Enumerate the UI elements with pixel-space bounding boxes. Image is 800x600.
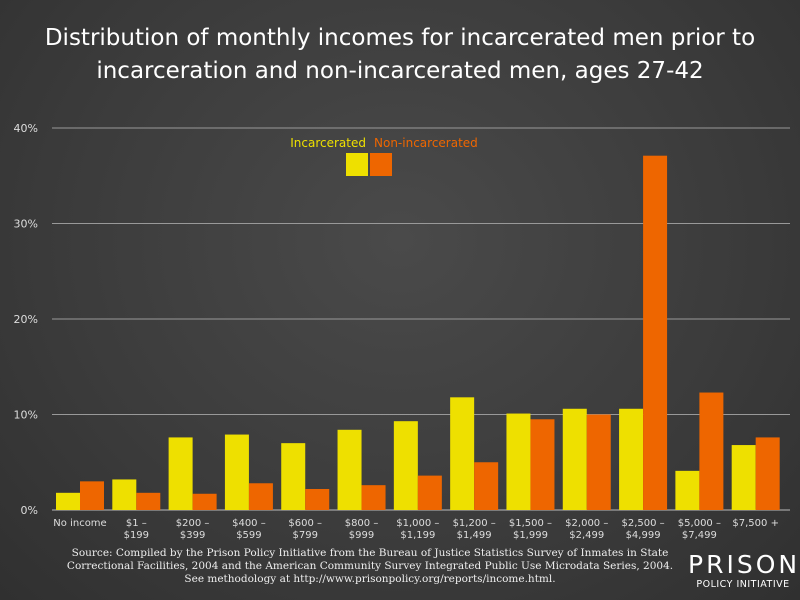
x-tick-label: $1,000 – [396, 518, 439, 529]
x-tick-label: $7,500 + [732, 518, 779, 529]
chart-title: Distribution of monthly incomes for inca… [44, 25, 756, 84]
source-note: Source: Compiled by the Prison Policy In… [60, 547, 680, 586]
bar-incarcerated [393, 421, 418, 510]
bar-non-incarcerated [755, 437, 780, 510]
legend-label-incarcerated: Incarcerated [290, 136, 366, 150]
x-tick-label: $1,500 – [509, 518, 552, 529]
bar-non-incarcerated [586, 414, 611, 510]
bar-incarcerated [506, 413, 531, 510]
x-tick-label: $4,999 [626, 530, 661, 541]
x-tick-label: $600 – [288, 518, 322, 529]
logo-line2: POLICY INITIATIVE [696, 579, 790, 590]
bar-incarcerated [337, 429, 362, 510]
legend-swatch-non-incarcerated [370, 153, 392, 176]
bar-non-incarcerated [305, 488, 330, 510]
bar-incarcerated [619, 408, 644, 510]
bar-non-incarcerated [192, 493, 217, 510]
x-tick-label: $400 – [232, 518, 266, 529]
bar-non-incarcerated [248, 483, 273, 510]
x-tick-label: $2,500 – [621, 518, 664, 529]
x-tick-label: $1,499 [457, 530, 492, 541]
bar-non-incarcerated [474, 462, 499, 510]
x-tick-label: $2,000 – [565, 518, 608, 529]
bar-incarcerated [731, 445, 756, 510]
x-tick-label: $7,499 [682, 530, 717, 541]
bar-non-incarcerated [417, 475, 442, 510]
x-tick-label: $1,199 [400, 530, 435, 541]
bar-non-incarcerated [361, 485, 386, 510]
bar-non-incarcerated [80, 481, 104, 510]
bar-incarcerated [675, 470, 700, 510]
bar-incarcerated [112, 479, 137, 510]
logo-line1: PRISON [688, 550, 800, 579]
bar-incarcerated [224, 434, 249, 510]
x-tick-label: $200 – [176, 518, 210, 529]
source-line: Correctional Facilities, 2004 and the Am… [66, 560, 674, 572]
bar-non-incarcerated [699, 392, 724, 510]
source-line: Source: Compiled by the Prison Policy In… [71, 547, 669, 559]
x-tick-label: $799 [293, 530, 318, 541]
x-tick-label: $1 – [126, 518, 147, 529]
y-tick-label: 40% [14, 122, 38, 135]
legend-swatch-incarcerated [346, 153, 368, 176]
bar-incarcerated [168, 437, 193, 510]
x-tick-label: $599 [236, 530, 261, 541]
x-tick-label: $5,000 – [678, 518, 721, 529]
y-tick-label: 20% [14, 313, 38, 326]
x-tick-label: $800 – [345, 518, 379, 529]
x-tick-label: $399 [180, 530, 205, 541]
y-tick-label: 10% [14, 409, 38, 422]
y-tick-label: 0% [21, 504, 38, 517]
x-tick-label: $199 [124, 530, 149, 541]
x-tick-label: $999 [349, 530, 374, 541]
bar-non-incarcerated [136, 492, 161, 510]
bar-incarcerated [450, 397, 475, 510]
bar-non-incarcerated [530, 419, 555, 510]
bar-incarcerated [281, 443, 306, 510]
bar-non-incarcerated [643, 155, 668, 510]
x-tick-label: No income [53, 518, 106, 529]
x-tick-label: $1,200 – [453, 518, 496, 529]
x-tick-label: $2,499 [569, 530, 604, 541]
prison-policy-logo: PRISON POLICY INITIATIVE [688, 552, 798, 592]
bar-incarcerated [56, 492, 80, 510]
source-line: See methodology at http://www.prisonpoli… [184, 573, 556, 585]
x-tick-label: $1,999 [513, 530, 548, 541]
bar-incarcerated [562, 408, 587, 510]
y-tick-label: 30% [14, 218, 38, 231]
legend-label-non-incarcerated: Non-incarcerated [374, 136, 478, 150]
